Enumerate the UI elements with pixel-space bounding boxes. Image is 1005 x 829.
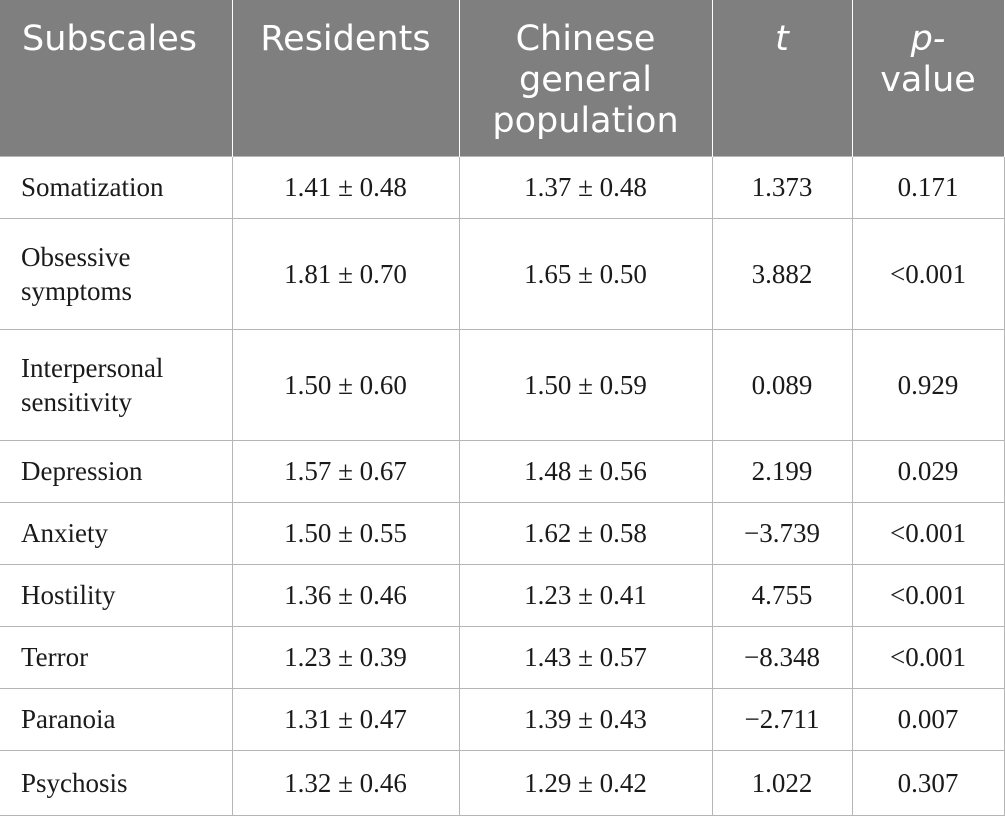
residents-value: 1.41 ± 0.48 bbox=[231, 155, 460, 219]
header-p-value: p- value bbox=[851, 0, 1005, 156]
residents-value: 1.36 ± 0.46 bbox=[231, 563, 460, 627]
p-value: 0.007 bbox=[851, 687, 1005, 751]
residents-value: 1.23 ± 0.39 bbox=[231, 625, 460, 689]
header-line: value bbox=[880, 60, 976, 100]
p-value: <0.001 bbox=[851, 563, 1005, 627]
row-label-line: Interpersonal bbox=[21, 352, 164, 383]
general-population-value: 1.62 ± 0.58 bbox=[458, 501, 713, 565]
table-row: Somatization 1.41 ± 0.48 1.37 ± 0.48 1.3… bbox=[0, 155, 1005, 219]
row-label: Terror bbox=[0, 625, 233, 689]
table-body: Somatization 1.41 ± 0.48 1.37 ± 0.48 1.3… bbox=[0, 155, 1005, 816]
residents-value: 1.57 ± 0.67 bbox=[231, 439, 460, 503]
residents-value: 1.81 ± 0.70 bbox=[231, 217, 460, 330]
row-label: Paranoia bbox=[0, 687, 233, 751]
header-residents: Residents bbox=[231, 0, 460, 156]
t-value: 4.755 bbox=[711, 563, 853, 627]
p-value: <0.001 bbox=[851, 217, 1005, 330]
p-value: 0.029 bbox=[851, 439, 1005, 503]
t-value: 1.022 bbox=[711, 749, 853, 816]
general-population-value: 1.43 ± 0.57 bbox=[458, 625, 713, 689]
row-label: Obsessive symptoms bbox=[0, 217, 233, 330]
residents-value: 1.32 ± 0.46 bbox=[231, 749, 460, 816]
row-label: Depression bbox=[0, 439, 233, 503]
p-value: 0.929 bbox=[851, 328, 1005, 441]
t-value: 0.089 bbox=[711, 328, 853, 441]
residents-value: 1.50 ± 0.60 bbox=[231, 328, 460, 441]
table-row: Hostility 1.36 ± 0.46 1.23 ± 0.41 4.755 … bbox=[0, 563, 1005, 627]
header-subscales: Subscales bbox=[0, 0, 233, 156]
row-label: Psychosis bbox=[0, 749, 233, 816]
header-line: population bbox=[492, 101, 679, 141]
general-population-value: 1.23 ± 0.41 bbox=[458, 563, 713, 627]
row-label-line: Obsessive bbox=[21, 241, 131, 272]
t-value: −8.348 bbox=[711, 625, 853, 689]
t-value: 3.882 bbox=[711, 217, 853, 330]
p-value: <0.001 bbox=[851, 501, 1005, 565]
general-population-value: 1.65 ± 0.50 bbox=[458, 217, 713, 330]
table-row: Depression 1.57 ± 0.67 1.48 ± 0.56 2.199… bbox=[0, 439, 1005, 503]
p-value: 0.171 bbox=[851, 155, 1005, 219]
table-row: Anxiety 1.50 ± 0.55 1.62 ± 0.58 −3.739 <… bbox=[0, 501, 1005, 565]
general-population-value: 1.50 ± 0.59 bbox=[458, 328, 713, 441]
general-population-value: 1.29 ± 0.42 bbox=[458, 749, 713, 816]
header-line: p- bbox=[910, 19, 946, 59]
table-row: Obsessive symptoms 1.81 ± 0.70 1.65 ± 0.… bbox=[0, 217, 1005, 330]
general-population-value: 1.37 ± 0.48 bbox=[458, 155, 713, 219]
header-t-label: t bbox=[775, 19, 789, 59]
header-row: Subscales Residents Chinese general popu… bbox=[0, 0, 1005, 156]
t-value: −3.739 bbox=[711, 501, 853, 565]
header-t: t bbox=[711, 0, 853, 156]
t-value: 2.199 bbox=[711, 439, 853, 503]
row-label: Interpersonal sensitivity bbox=[0, 328, 233, 441]
t-value: −2.711 bbox=[711, 687, 853, 751]
row-label: Anxiety bbox=[0, 501, 233, 565]
table-row: Psychosis 1.32 ± 0.46 1.29 ± 0.42 1.022 … bbox=[0, 749, 1005, 816]
row-label-line: sensitivity bbox=[21, 386, 133, 417]
table-row: Interpersonal sensitivity 1.50 ± 0.60 1.… bbox=[0, 328, 1005, 441]
general-population-value: 1.48 ± 0.56 bbox=[458, 439, 713, 503]
row-label-line: symptoms bbox=[21, 275, 133, 306]
row-label: Somatization bbox=[0, 155, 233, 219]
table-row: Paranoia 1.31 ± 0.47 1.39 ± 0.43 −2.711 … bbox=[0, 687, 1005, 751]
row-label: Hostility bbox=[0, 563, 233, 627]
p-value: 0.307 bbox=[851, 749, 1005, 816]
general-population-value: 1.39 ± 0.43 bbox=[458, 687, 713, 751]
table-row: Terror 1.23 ± 0.39 1.43 ± 0.57 −8.348 <0… bbox=[0, 625, 1005, 689]
residents-value: 1.31 ± 0.47 bbox=[231, 687, 460, 751]
residents-value: 1.50 ± 0.55 bbox=[231, 501, 460, 565]
header-line: general bbox=[518, 60, 653, 100]
table-header: Subscales Residents Chinese general popu… bbox=[0, 0, 1005, 156]
p-value: <0.001 bbox=[851, 625, 1005, 689]
header-chinese-general-population: Chinese general population bbox=[458, 0, 713, 156]
header-line: Chinese bbox=[515, 19, 656, 59]
t-value: 1.373 bbox=[711, 155, 853, 219]
